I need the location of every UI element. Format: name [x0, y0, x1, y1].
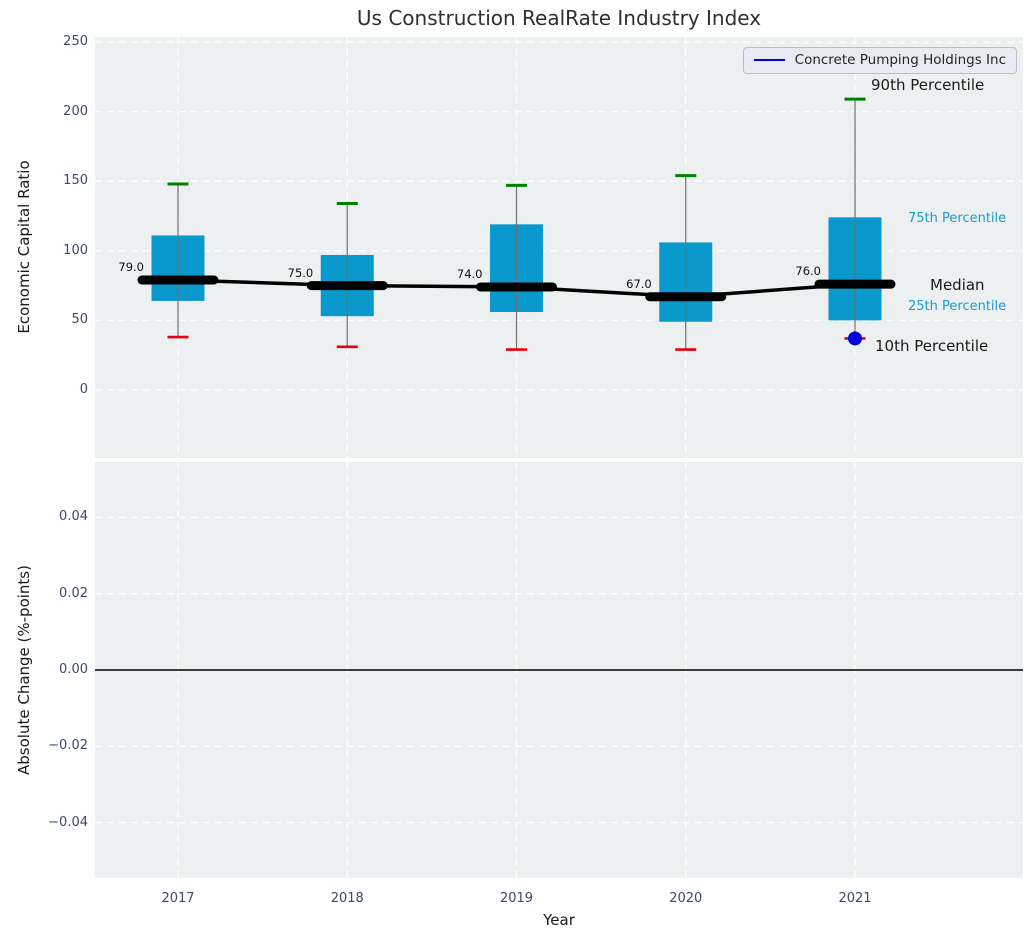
legend: Concrete Pumping Holdings Inc — [742, 47, 1017, 74]
top-y-tick-label: 100 — [63, 242, 88, 258]
top-y-tick-label: 0 — [79, 381, 88, 397]
top-plot-area: Concrete Pumping Holdings Inc 79.0 75.0 74… — [95, 37, 1023, 458]
annotation-p90: 90th Percentile — [871, 76, 985, 95]
box-group-2021 — [828, 97, 882, 340]
box-plot-svg — [95, 37, 1023, 458]
box-group-2020 — [659, 174, 713, 351]
median-value-label: 74.0 — [456, 266, 483, 281]
top-y-tick-label: 200 — [63, 103, 88, 119]
x-tick-label: 2018 — [330, 891, 364, 906]
annotation-p75: 75th Percentile — [908, 211, 1007, 227]
bottom-y-tick-label: 0.00 — [59, 662, 88, 677]
bottom-y-tick-label: 0.04 — [59, 509, 88, 525]
x-tick-label: 2017 — [161, 891, 195, 906]
x-tick-label: 2019 — [499, 891, 534, 906]
change-plot-svg — [95, 462, 1023, 878]
bottom-y-tick-label: 0.02 — [59, 585, 88, 601]
annotation-p10: 10th Percentile — [875, 337, 989, 356]
box-group-2019 — [490, 183, 543, 351]
x-tick-label: 2020 — [669, 891, 703, 906]
annotation-p25: 25th Percentile — [908, 299, 1007, 315]
top-y-tick-label: 250 — [63, 34, 88, 49]
annotation-median: Median — [930, 276, 985, 295]
company-data-point — [848, 331, 862, 346]
median-value-label: 79.0 — [118, 259, 144, 274]
median-value-label: 76.0 — [795, 264, 821, 279]
legend-label: Concrete Pumping Holdings Inc — [794, 52, 1006, 68]
legend-line-swatch — [753, 59, 785, 61]
chart-title: Us Construction RealRate Industry Index — [356, 6, 762, 30]
median-value-label: 67.0 — [626, 276, 652, 291]
box-group-2017 — [151, 182, 205, 339]
bottom-y-tick-label: −0.02 — [48, 738, 88, 754]
x-axis-label: Year — [543, 911, 575, 929]
top-y-tick-label: 150 — [63, 173, 88, 189]
box-group-2018 — [320, 201, 374, 349]
bottom-y-tick-label: −0.04 — [48, 814, 88, 830]
x-tick-label: 2021 — [838, 891, 872, 906]
bottom-plot-area — [95, 462, 1023, 878]
top-y-tick-label: 50 — [71, 312, 88, 328]
median-value-label: 75.0 — [287, 265, 314, 280]
